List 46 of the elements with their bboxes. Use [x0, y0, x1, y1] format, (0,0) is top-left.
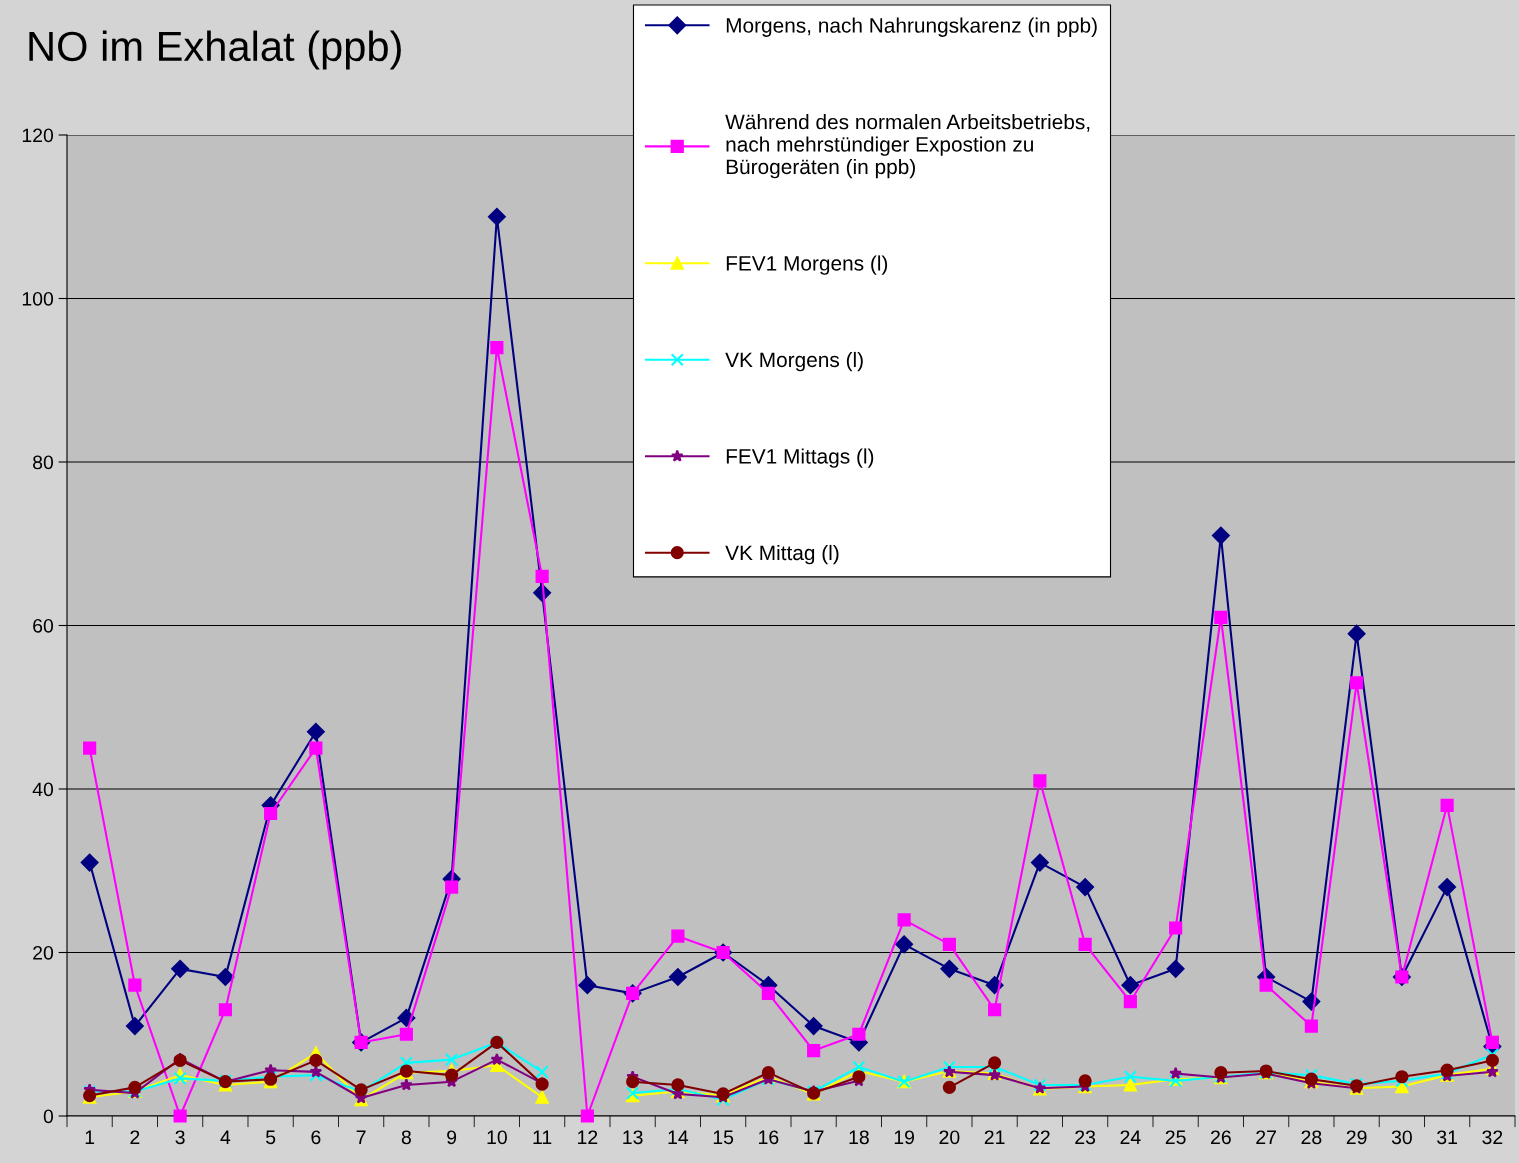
legend-label: FEV1 Mittags (l) — [726, 448, 874, 468]
x-tick-label: 7 — [356, 1130, 366, 1144]
x-tick-label: 16 — [759, 1130, 779, 1145]
x-tick-label: 2 — [130, 1130, 140, 1144]
x-tick-label: 20 — [939, 1130, 960, 1145]
x-tick-label: 3 — [175, 1130, 185, 1145]
x-tick-label: 4 — [220, 1130, 231, 1144]
x-tick-label: 22 — [1030, 1130, 1050, 1144]
x-tick-label: 19 — [894, 1130, 915, 1145]
y-tick-label: 60 — [33, 618, 54, 633]
x-tick-label: 17 — [804, 1130, 824, 1144]
x-tick-label: 31 — [1437, 1130, 1457, 1145]
x-tick-label: 10 — [487, 1130, 507, 1145]
y-tick-label: 80 — [33, 455, 54, 470]
x-tick-label: 24 — [1120, 1130, 1141, 1144]
chart-title: NO im Exhalat (ppb) — [29, 30, 401, 70]
x-tick-label: 18 — [849, 1130, 869, 1145]
x-tick-label: 8 — [401, 1130, 411, 1145]
x-tick-label: 14 — [668, 1130, 689, 1144]
x-tick-label: 15 — [713, 1130, 734, 1145]
legend-label: VK Mittag (l) — [725, 544, 839, 565]
x-tick-label: 25 — [1165, 1130, 1186, 1145]
y-tick-label: 120 — [22, 128, 54, 143]
x-tick-label: 30 — [1391, 1130, 1412, 1145]
x-tick-label: 27 — [1256, 1130, 1276, 1144]
y-tick-label: 0 — [43, 1109, 54, 1124]
x-tick-label: 32 — [1482, 1130, 1503, 1145]
y-tick-label: 40 — [32, 782, 54, 797]
x-tick-label: 11 — [533, 1130, 552, 1144]
legend-label: VK Morgens (l) — [725, 351, 863, 372]
x-tick-label: 21 — [984, 1130, 1005, 1144]
x-tick-label: 29 — [1346, 1130, 1367, 1145]
x-tick-label: 5 — [266, 1130, 276, 1145]
x-tick-label: 23 — [1075, 1130, 1096, 1145]
x-tick-label: 26 — [1211, 1130, 1231, 1145]
legend-label: FEV1 Morgens (l) — [726, 255, 888, 275]
y-tick-label: 20 — [33, 945, 54, 960]
x-tick-label: 6 — [311, 1130, 321, 1145]
x-tick-label: 9 — [447, 1130, 457, 1145]
x-tick-label: 12 — [578, 1130, 598, 1144]
legend-label: Während des normalen Arbeitsbetriebs, nach mehrstündiger Expostion zu Bürogeräten (in ppb) — [725, 114, 1090, 179]
x-tick-label: 1 — [85, 1130, 95, 1144]
y-tick-label: 100 — [22, 291, 54, 306]
legend-label: Morgens, nach Nahrungskarenz (in ppb) — [726, 17, 1097, 37]
x-tick-label: 28 — [1301, 1130, 1322, 1145]
x-tick-label: 13 — [623, 1130, 643, 1145]
